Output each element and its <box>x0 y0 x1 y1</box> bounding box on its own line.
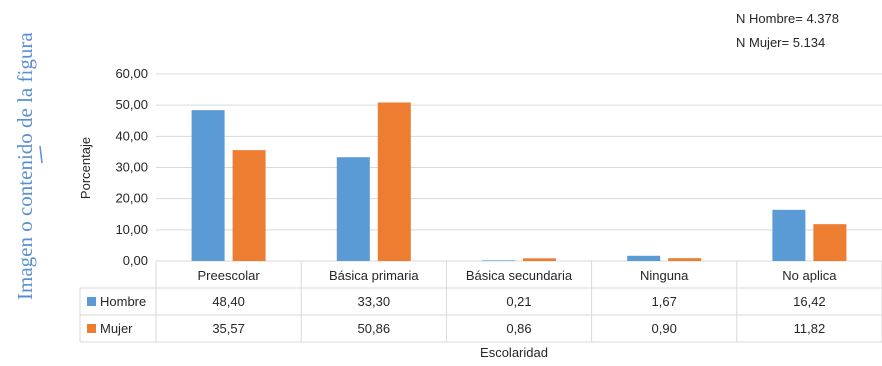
side-caption-text: Imagen o contenido de la figura <box>13 32 37 300</box>
category-label: Básica secundaria <box>466 268 573 283</box>
data-label: 48,40 <box>212 294 245 309</box>
y-tick-label: 20,00 <box>115 191 148 206</box>
data-label: 0,21 <box>506 294 531 309</box>
bar-hombre-4 <box>627 255 661 261</box>
side-caption-mark <box>39 145 43 164</box>
bar-hombre-5 <box>772 209 806 261</box>
y-axis-label: Porcentaje <box>78 137 93 199</box>
legend-label-hombre: Hombre <box>100 294 146 309</box>
legend-key-mujer <box>87 324 96 333</box>
data-label: 50,86 <box>358 321 391 336</box>
bar-mujer-3 <box>523 258 556 261</box>
data-label: 11,82 <box>794 321 826 336</box>
y-tick-label: 60,00 <box>115 66 148 81</box>
data-label: 1,67 <box>652 294 677 309</box>
category-label: Básica primaria <box>329 268 419 283</box>
data-label: 16,42 <box>793 294 826 309</box>
category-label: No aplica <box>782 268 837 283</box>
gridlines <box>156 73 882 262</box>
bar-mujer-5 <box>813 224 847 261</box>
bar-mujer-2 <box>377 102 411 262</box>
bar-hombre-1 <box>191 110 225 261</box>
data-label: 33,30 <box>358 294 391 309</box>
bars <box>191 102 847 262</box>
bar-mujer-1 <box>232 150 266 261</box>
data-label: 0,90 <box>652 321 677 336</box>
legend-label-mujer: Mujer <box>100 321 133 336</box>
category-label: Ninguna <box>640 268 689 283</box>
x-axis-label: Escolaridad <box>480 345 548 360</box>
category-label: Preescolar <box>198 268 261 283</box>
bar-hombre-2 <box>336 157 370 261</box>
sample-note-hombre: N Hombre= 4.378 <box>736 11 839 26</box>
y-tick-label: 50,00 <box>115 97 148 112</box>
y-tick-label: 40,00 <box>115 128 148 143</box>
y-tick-label: 30,00 <box>115 160 148 175</box>
sample-note-mujer: N Mujer= 5.134 <box>736 35 825 50</box>
y-axis: 0,00 10,00 20,00 30,00 40,00 50,00 60,00 <box>115 66 148 268</box>
bar-hombre-3 <box>482 260 515 261</box>
bar-mujer-4 <box>668 258 702 261</box>
data-table: Preescolar Básica primaria Básica secundar… <box>79 261 882 343</box>
data-label: 35,57 <box>212 321 245 336</box>
legend-key-hombre <box>87 297 96 306</box>
y-tick-label: 10,00 <box>115 222 148 237</box>
side-caption: Imagen o contenido de la figura <box>0 0 60 320</box>
data-label: 0,86 <box>506 321 531 336</box>
y-tick-label: 0,00 <box>123 253 148 268</box>
